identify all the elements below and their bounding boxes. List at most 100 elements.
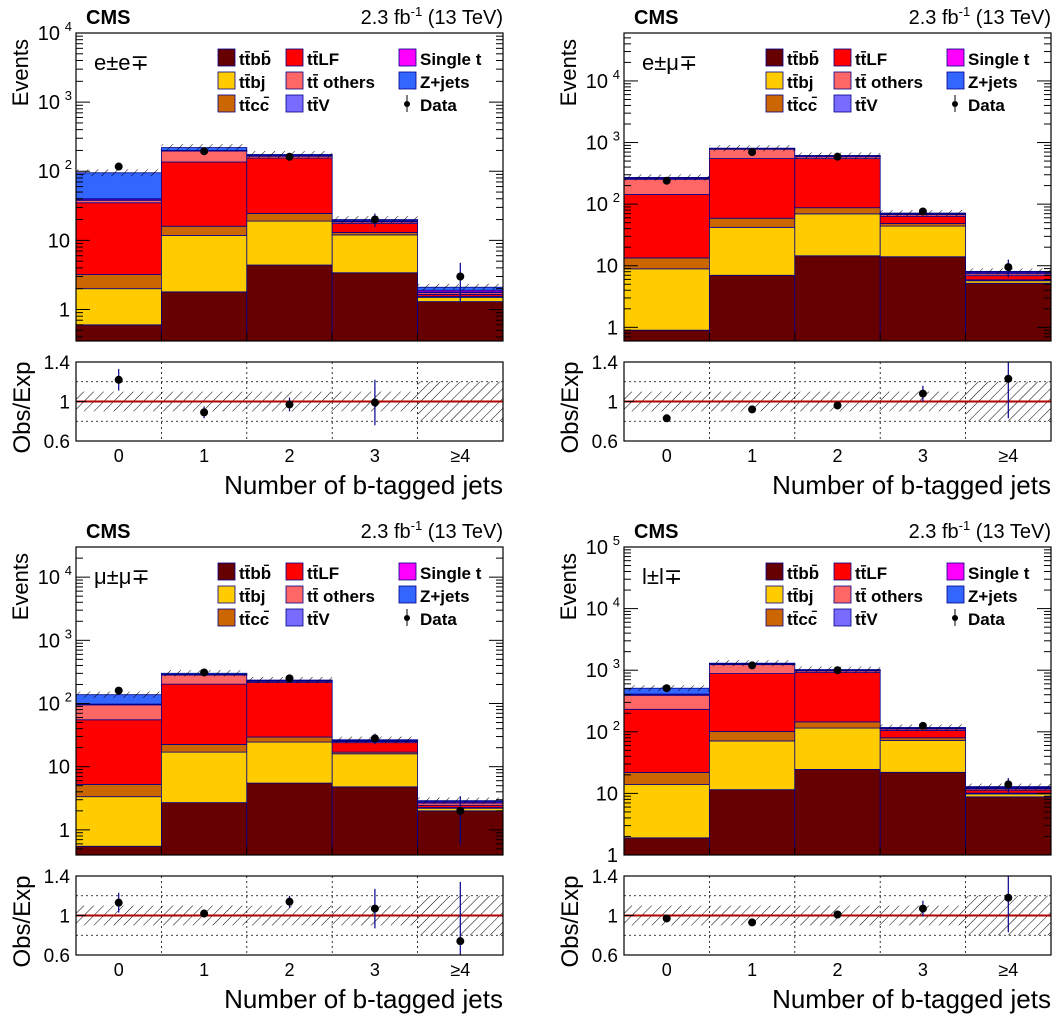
y-tick-exponent: 2 [65,157,72,172]
bar-tt̄LF-bin-0 [624,708,710,773]
bar-tt̄bb̄-bin-0 [624,329,710,341]
energy-label: (13 TeV) [970,521,1051,543]
ratio-group [76,876,503,955]
upper-frame [623,32,1052,342]
bar-tt̄bb̄-bin-2 [794,255,881,341]
bar-tt̄cc̄-bin-2 [246,736,333,743]
y-tick-label: 10 [586,722,608,744]
legend-label-zjets: Z+jets [420,587,470,606]
energy-label: (13 TeV) [970,7,1051,29]
legend-label-singlet: Single t [420,564,482,583]
legend-label-ttcc: tt̄cc̄ [239,610,269,629]
bar-tt̄bb̄-bin-1 [708,274,796,341]
legend-label-singlet: Single t [968,50,1030,69]
bar-tt̄bj-bin-2 [794,727,881,770]
x-tick-label: 0 [114,960,124,980]
legend-swatch-ttLF [285,562,304,581]
ratio-tick-label: 0.6 [44,946,70,967]
bar-tt̄LF-bin-1 [160,161,248,227]
bar-tt̄bb̄-bin-2 [794,769,881,855]
legend-label-ttcc: tt̄cc̄ [239,96,269,115]
y-tick-label: 10 [38,567,60,589]
legend-swatch-ttcc [217,94,236,113]
y-tick-label: 10 [586,133,608,155]
bar-tt̄bb̄-bin-3 [331,272,419,341]
bar-tt̄LF-bin-0 [76,719,162,785]
bar-tt̄bb̄-bin-3 [331,786,419,855]
bar-tt̄bj-bin-0 [624,268,710,331]
ratio-tick-label: 0.6 [592,946,618,967]
y-tick-label: 10 [38,23,60,45]
legend-swatch-ttcc [765,94,784,113]
bar-tt̄bj-bin-0 [76,796,162,847]
legend-label-ttbb: tt̄bb̄ [787,564,819,583]
lumi-label: 2.3 fb-1 (13 TeV) [361,518,503,543]
ratio-tick-label: 1 [59,393,70,414]
bar-tt̄cc̄-bin-2 [246,213,333,222]
legend-swatch-ttbb [217,48,236,67]
bar-tt̄cc̄-bin-0 [624,257,710,270]
bar-tt̄cc̄-bin-1 [708,217,796,228]
bar-tt̄bb̄-bin-3 [879,771,967,855]
legend-swatch-ttothers [285,71,304,90]
ratio-tick-label: 1.4 [44,867,71,888]
y-tick-exponent: 2 [613,190,620,205]
ratio-point-bin-3 [370,904,379,913]
lumi-value: 2.3 fb [909,7,959,29]
legend-label-singlet: Single t [968,564,1030,583]
bar-tt̄LF-bin-2 [794,672,881,723]
y-tick-label: 10 [586,71,608,93]
bar-tt̄cc̄-bin-0 [624,772,710,785]
ratio-tick-label: 0.6 [44,432,70,453]
ratio-point-bin-0 [662,414,671,423]
ratio-point-bin-0 [662,914,671,923]
legend-swatch-ttbj [765,585,784,604]
x-tick-label: ≥4 [450,446,470,466]
ratio-group [76,362,503,441]
ratio-point-bin-2 [285,897,294,906]
ratio-point-bin-1 [200,408,209,417]
bar-tt̄LF-bin-1 [160,683,248,745]
ratio-axis-label: Obs/Exp [557,361,584,453]
bar-tt̄bb̄-bin-2 [246,264,333,341]
legend-swatch-ttbj [217,71,236,90]
legend-label-data: Data [968,96,1005,115]
legend-swatch-ttothers [285,585,304,604]
bar-tt̄bj-bin-3 [331,753,419,788]
legend-swatch-ttV [285,94,304,113]
bar-tt̄bb̄-bin-0 [624,837,710,855]
bar-tt̄bj-bin-3 [879,225,967,258]
x-tick-label: 3 [918,446,928,466]
bar-tt̄bj-bin-2 [246,220,333,266]
y-tick-label: 10 [586,537,608,559]
x-tick-label: 2 [284,446,294,466]
data-point-bin-2 [833,666,842,675]
data-point-bin-0 [662,176,671,185]
x-axis-label: Number of b-tagged jets [224,470,503,500]
legend-swatch-ttLF [833,48,852,67]
ratio-point-bin-4 [1004,893,1013,902]
syst-band-bin-0 [76,691,162,698]
stack-group [624,660,1051,855]
bar-tt̄bb̄-bin-1 [160,291,248,341]
legend-label-ttbb: tt̄bb̄ [239,50,271,69]
bar-tt̄bj-bin-3 [331,234,419,274]
legend-label-ttLF: tt̄LF [855,564,887,583]
ratio-tick-label: 1.4 [592,353,619,374]
data-point-bin-3 [918,721,927,730]
ratio-point-bin-0 [114,375,123,384]
legend-marker-data [404,615,410,621]
legend-swatch-ttbb [765,562,784,581]
legend-label-ttV: tt̄V [307,610,330,629]
y-tick-exponent: 4 [65,563,72,578]
y-tick-exponent: 2 [65,690,72,705]
bar-tt̄LF-bin-2 [794,158,881,209]
legend-label-ttothers: tt̄ others [855,73,923,92]
x-tick-label: 3 [370,446,380,466]
ratio-point-bin-2 [833,910,842,919]
x-axis-label: Number of b-tagged jets [772,470,1051,500]
legend-swatch-ttbj [765,71,784,90]
x-tick-label: 1 [199,446,209,466]
